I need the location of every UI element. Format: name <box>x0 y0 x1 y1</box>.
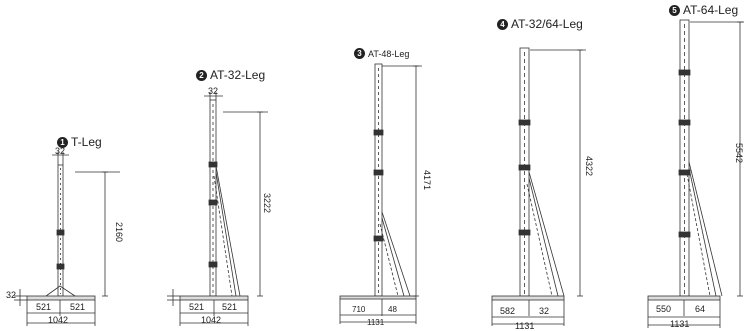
leg-2-number: 2 <box>196 70 207 81</box>
leg-3-drawing <box>339 63 422 324</box>
leg-5-number: 5 <box>669 5 680 16</box>
leg-3-height-label: 4171 <box>422 170 432 191</box>
leg-3-title: 3 AT-48-Leg <box>354 47 409 61</box>
leg-5-drawing <box>647 19 744 328</box>
leg-2-height-label: 3222 <box>262 193 272 214</box>
leg-4-base-total-label: 1131 <box>515 321 535 331</box>
leg-5-height-label: 5542 <box>734 143 744 164</box>
leg-5-base-left-label: 550 <box>656 304 672 314</box>
leg-5-title: 5 AT-64-Leg <box>669 3 738 17</box>
leg-1-drawing <box>14 152 120 326</box>
leg-3-base-right-label: 48 <box>388 305 397 314</box>
leg-4-base-right-label: 32 <box>539 306 550 316</box>
leg-4-title: 4 AT-32/64-Leg <box>497 17 583 31</box>
leg-2-base-left-label: 521 <box>189 302 205 312</box>
leg-1-base-left-label: 521 <box>36 302 52 312</box>
leg-4-base <box>491 295 565 301</box>
leg-1-name: T-Leg <box>71 135 102 149</box>
leg-5-base-right-label: 64 <box>695 304 706 314</box>
leg-4-height-label: 4322 <box>584 156 594 177</box>
leg-1-number: 1 <box>57 137 68 148</box>
leg-1-base-height-label: 32 <box>6 290 17 300</box>
leg-3-base-left-label: 710 <box>352 305 366 314</box>
leg-1-base-total-label: 1042 <box>48 315 69 325</box>
leg-4-base-left-label: 582 <box>500 306 516 316</box>
leg-1-height-label: 2160 <box>114 222 124 243</box>
leg-5-base <box>647 295 721 301</box>
leg-2-name: AT-32-Leg <box>210 68 266 82</box>
leg-2-width-label: 32 <box>208 86 219 96</box>
leg-2-base-right-label: 521 <box>222 302 238 312</box>
leg-1-title: 1 T-Leg <box>57 135 102 149</box>
leg-1-base <box>26 295 96 301</box>
leg-3-name: AT-48-Leg <box>368 49 410 59</box>
leg-4-name: AT-32/64-Leg <box>511 17 583 31</box>
leg-4-strut <box>528 171 565 297</box>
leg-3-base <box>339 295 417 300</box>
leg-2-title: 2 AT-32-Leg <box>196 68 265 82</box>
leg-5-name: AT-64-Leg <box>683 3 739 17</box>
leg-3-number: 3 <box>354 48 365 59</box>
leg-1-width-label: 32 <box>55 146 66 156</box>
leg-5-base-total-label: 1131 <box>670 319 690 329</box>
leg-4-drawing <box>491 47 586 326</box>
leg-1-base-right-label: 521 <box>70 302 86 312</box>
leg-4-number: 4 <box>497 19 508 30</box>
leg-2-drawing <box>167 92 268 326</box>
leg-2-strut <box>215 165 241 297</box>
leg-3-base-total-label: 1131 <box>367 318 385 327</box>
leg-3-strut <box>381 211 411 297</box>
leg-2-base-total-label: 1042 <box>201 315 222 325</box>
leg-2-base <box>179 295 249 301</box>
leg-5-strut <box>688 161 723 297</box>
